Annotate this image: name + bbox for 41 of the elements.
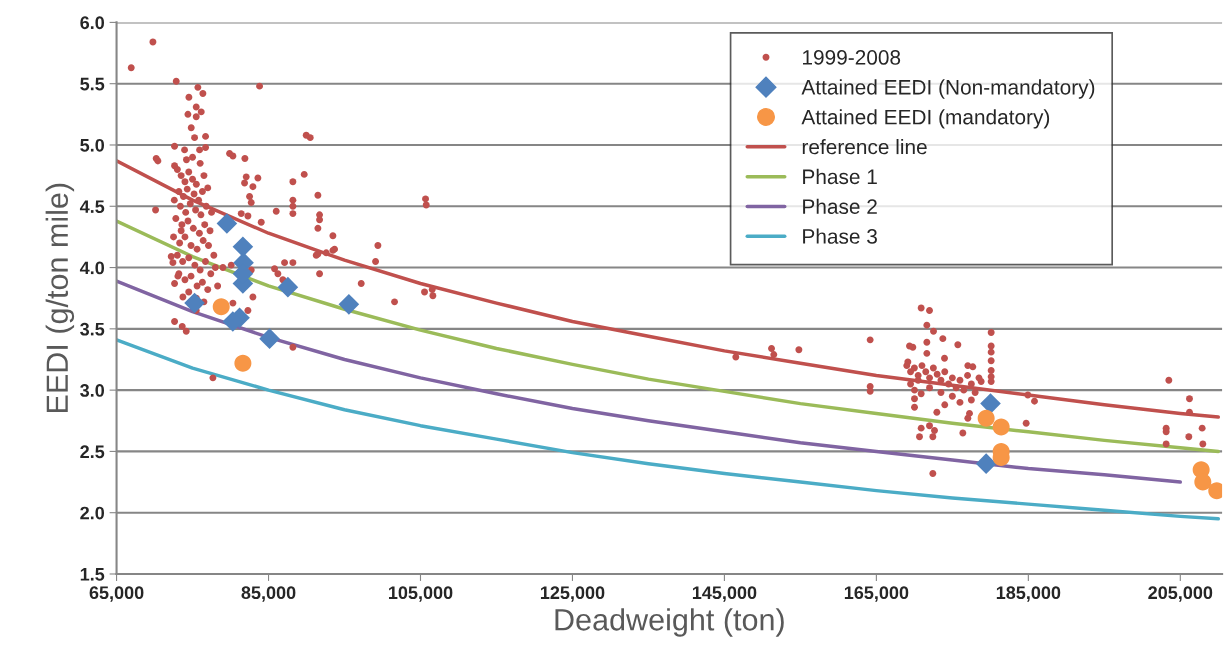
point bbox=[184, 292, 205, 314]
x-tick-label: 125,000 bbox=[540, 586, 605, 602]
point bbox=[977, 409, 995, 427]
y-tick-label: 3.0 bbox=[80, 384, 105, 397]
point bbox=[338, 294, 360, 315]
legend-label: Attained EEDI (mandatory) bbox=[801, 109, 1050, 129]
point bbox=[1194, 473, 1212, 491]
x-axis-title: Deadweight (ton) bbox=[555, 608, 784, 637]
point bbox=[992, 418, 1010, 436]
legend-label: Phase 3 bbox=[803, 228, 877, 244]
point bbox=[232, 236, 254, 258]
legend-label: Phase 2 bbox=[803, 198, 877, 214]
point bbox=[277, 276, 299, 298]
y-tick-label: 5.0 bbox=[80, 138, 105, 152]
y-tick-label: 6.0 bbox=[80, 16, 105, 30]
x-tick-label: 165,000 bbox=[844, 586, 909, 602]
point bbox=[975, 453, 997, 474]
y-tick-label: 3.5 bbox=[80, 322, 105, 336]
y-tick-label: 4.5 bbox=[79, 200, 105, 213]
legend-label: 1999-2008 bbox=[803, 50, 901, 65]
y-tick-label: 2.5 bbox=[80, 445, 105, 459]
y-tick-label: 4.0 bbox=[79, 261, 105, 275]
point bbox=[216, 213, 238, 234]
legend-label: Phase 1 bbox=[803, 168, 877, 185]
x-tick-label: 105,000 bbox=[389, 586, 453, 602]
line-series bbox=[116, 279, 1183, 484]
y-tick-label: 2.0 bbox=[80, 506, 105, 520]
legend-label: Attained EEDI (Non-mandatory) bbox=[801, 79, 1095, 99]
y-tick-label: 5.5 bbox=[80, 77, 105, 91]
y-tick-label: 1.5 bbox=[80, 568, 105, 581]
point bbox=[980, 393, 1001, 414]
x-tick-label: 205,000 bbox=[1148, 586, 1213, 602]
point bbox=[234, 354, 252, 372]
x-tick-label: 185,000 bbox=[996, 586, 1061, 602]
x-tick-label: 145,000 bbox=[692, 586, 757, 602]
x-tick-label: 85,000 bbox=[241, 586, 296, 602]
x-tick-label: 65,000 bbox=[89, 586, 144, 602]
point bbox=[259, 328, 280, 349]
y-axis-title: EEDI (g/ton mile) bbox=[45, 183, 75, 412]
point bbox=[212, 298, 230, 316]
legend-label: reference line bbox=[802, 139, 927, 155]
